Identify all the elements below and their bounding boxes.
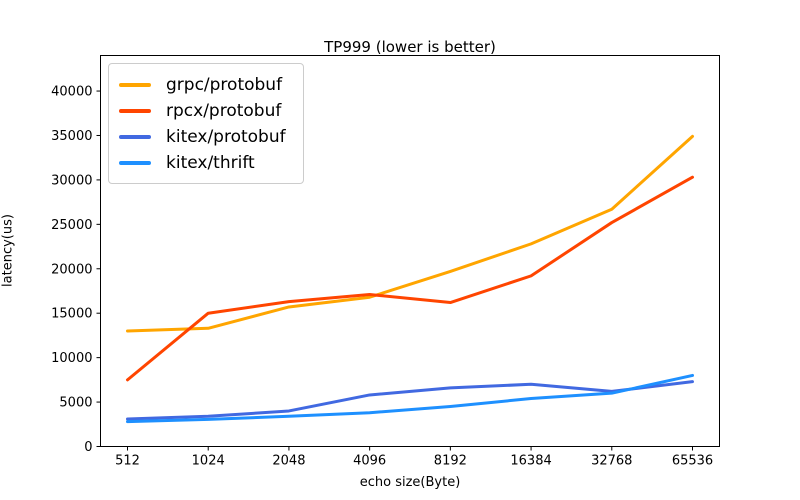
legend-label: kitex/thrift xyxy=(166,153,255,173)
legend-item-kitex-protobuf: kitex/protobuf xyxy=(119,124,293,150)
x-tick-label: 16384 xyxy=(510,454,551,469)
series-line-kitex-thrift xyxy=(126,373,694,424)
y-tick-label: 40000 xyxy=(51,85,92,100)
plot-frame xyxy=(100,55,720,447)
legend-item-rpcx-protobuf: rpcx/protobuf xyxy=(119,98,293,124)
rpcx-protobuf-line-swatch xyxy=(119,109,151,113)
series-line-kitex-protobuf xyxy=(126,380,694,421)
legend: grpc/protobuf rpcx/protobuf kitex/protob… xyxy=(108,63,304,184)
y-tick-label: 10000 xyxy=(51,351,92,366)
x-tick-label: 65536 xyxy=(672,454,713,469)
x-tick-label: 1024 xyxy=(192,454,225,469)
y-tick-label: 30000 xyxy=(51,173,92,188)
x-tick-label: 32768 xyxy=(591,454,632,469)
series-line-rpcx-protobuf xyxy=(126,175,694,382)
y-axis-label: latency(us) xyxy=(0,214,16,287)
y-tick-label: 5000 xyxy=(59,396,92,411)
legend-item-kitex-thrift: kitex/thrift xyxy=(119,150,293,176)
series-line-grpc-protobuf xyxy=(126,134,694,333)
y-tick-label: 20000 xyxy=(51,262,92,277)
y-tick-label: 35000 xyxy=(51,129,92,144)
legend-label: rpcx/protobuf xyxy=(166,101,282,121)
y-tick-label: 25000 xyxy=(51,218,92,233)
x-tick-label: 4096 xyxy=(353,454,386,469)
x-tick-label: 512 xyxy=(115,454,140,469)
legend-label: grpc/protobuf xyxy=(166,75,283,95)
x-tick-label: 2048 xyxy=(272,454,305,469)
y-tick-label: 0 xyxy=(84,440,92,455)
kitex-thrift-line-swatch xyxy=(119,161,151,165)
x-axis-label: echo size(Byte) xyxy=(359,475,461,490)
kitex-protobuf-line-swatch xyxy=(119,135,151,139)
grpc-protobuf-line-swatch xyxy=(119,83,151,87)
legend-label: kitex/protobuf xyxy=(166,127,286,147)
legend-item-grpc-protobuf: grpc/protobuf xyxy=(119,72,293,98)
chart-title: TP999 (lower is better) xyxy=(324,38,496,56)
y-tick-label: 15000 xyxy=(51,307,92,322)
x-tick-label: 8192 xyxy=(434,454,467,469)
